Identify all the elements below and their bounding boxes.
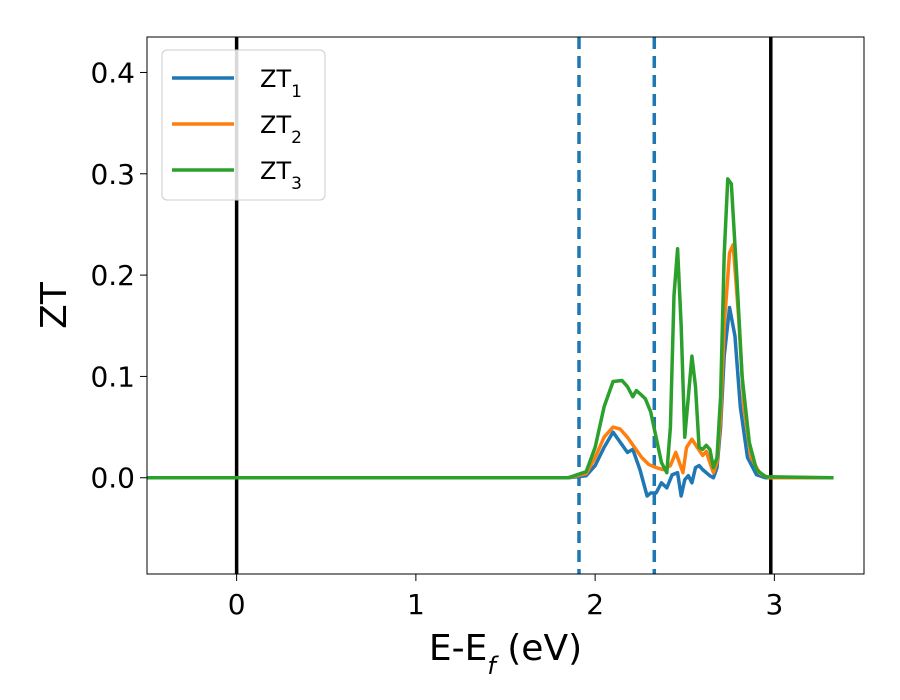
x-tick-label: 2 xyxy=(586,588,604,621)
series-line-zt3 xyxy=(147,177,834,480)
x-tick-label: 1 xyxy=(407,588,425,621)
series-line-zt2 xyxy=(147,242,834,480)
y-axis-label: ZT xyxy=(34,281,75,329)
series-layer xyxy=(147,177,834,498)
series-line-zt1 xyxy=(147,305,834,498)
y-tick-label: 0.4 xyxy=(90,56,135,89)
x-axis-label: E-Ef (eV) xyxy=(429,628,582,680)
x-tick-label: 0 xyxy=(228,588,246,621)
x-ticks: 0 1 2 3 xyxy=(228,574,783,621)
y-tick-label: 0.2 xyxy=(90,259,135,292)
y-tick-label: 0.3 xyxy=(90,158,135,191)
y-tick-label: 0.1 xyxy=(90,360,135,393)
x-tick-label: 3 xyxy=(765,588,783,621)
plot-frame xyxy=(146,36,865,575)
legend-box xyxy=(161,49,326,201)
y-ticks: 0.0 0.1 0.2 0.3 0.4 xyxy=(90,56,147,495)
y-tick-label: 0.0 xyxy=(90,462,135,495)
plot-area: 0 1 2 3 0.0 0.1 0.2 0.3 0.4 xyxy=(90,36,865,621)
